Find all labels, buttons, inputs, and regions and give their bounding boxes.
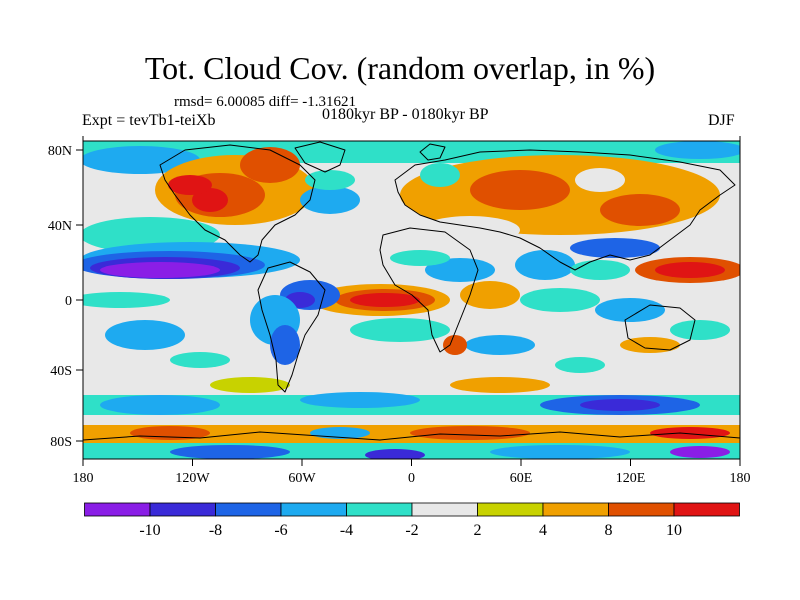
colorbar-label: 4 bbox=[539, 522, 547, 539]
colorbar-labels: -10 -8 -6 -4 -2 2 4 8 10 bbox=[139, 522, 682, 539]
lat-tick-label: 40S bbox=[50, 364, 72, 379]
period-label: 0180kyr BP - 0180kyr BP bbox=[322, 106, 489, 123]
lon-tick-label: 60E bbox=[510, 471, 533, 486]
colorbar-label: 2 bbox=[474, 522, 482, 539]
lat-tick-label: 40N bbox=[48, 219, 72, 234]
map-ticks bbox=[76, 136, 741, 466]
cloud-cover-field bbox=[83, 141, 740, 459]
lon-tick-label: 60W bbox=[288, 471, 316, 486]
stats-label: rmsd= 6.00085 diff= -1.31621 bbox=[174, 94, 357, 110]
colorbar-swatch bbox=[673, 502, 740, 517]
colorbar-label: 10 bbox=[666, 522, 682, 539]
colorbar-label: -4 bbox=[340, 522, 353, 539]
lon-tick-label: 180 bbox=[73, 471, 94, 486]
lat-tick-label: 80N bbox=[48, 144, 72, 159]
colorbar-swatch bbox=[608, 502, 675, 517]
colorbar-label: 8 bbox=[605, 522, 613, 539]
lat-tick-label: 80S bbox=[50, 435, 72, 450]
lon-tick-label: 0 bbox=[408, 471, 415, 486]
colorbar-swatch bbox=[149, 502, 216, 517]
colorbar-label: -8 bbox=[209, 522, 222, 539]
colorbar-swatch bbox=[542, 502, 609, 517]
lon-tick-label: 180 bbox=[730, 471, 751, 486]
colorbar-swatch bbox=[346, 502, 413, 517]
experiment-label: Expt = tevTb1-teiXb bbox=[82, 112, 216, 129]
lon-tick-label: 120W bbox=[175, 471, 210, 486]
colorbar-swatch bbox=[411, 502, 478, 517]
map-title: Tot. Cloud Cov. (random overlap, in %) bbox=[144, 50, 656, 86]
colorbar bbox=[84, 502, 740, 517]
colorbar-swatch bbox=[84, 502, 151, 517]
colorbar-swatch bbox=[477, 502, 544, 517]
colorbar-swatch bbox=[215, 502, 282, 517]
lon-tick-label: 120E bbox=[616, 471, 646, 486]
season-label: DJF bbox=[708, 112, 735, 129]
colorbar-label: -2 bbox=[405, 522, 418, 539]
lat-tick-label: 0 bbox=[65, 294, 72, 309]
colorbar-label: -10 bbox=[139, 522, 160, 539]
colorbar-swatch bbox=[280, 502, 347, 517]
coastlines bbox=[83, 141, 740, 441]
colorbar-label: -6 bbox=[274, 522, 287, 539]
